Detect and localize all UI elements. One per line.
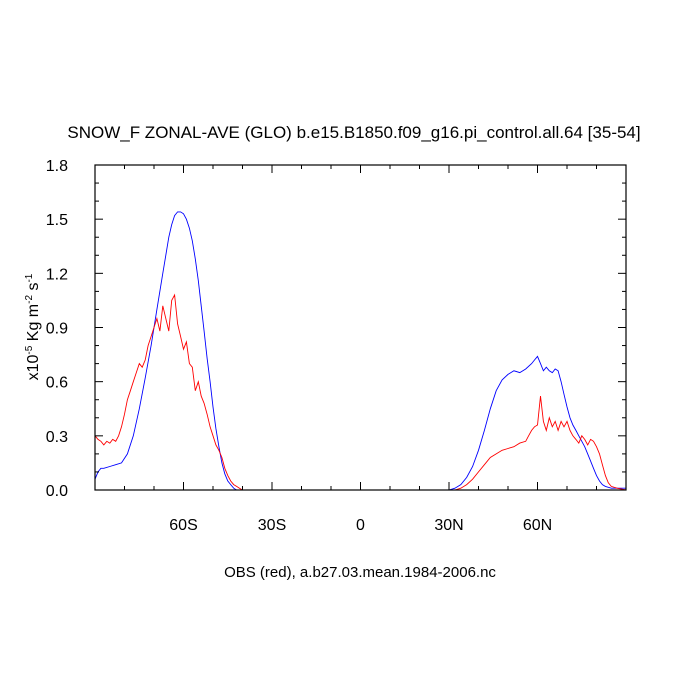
x-tick-label: 30S	[258, 517, 286, 534]
plot-frame	[94, 164, 627, 491]
series-line-0	[94, 211, 626, 491]
y-tick-label: 1.5	[46, 212, 68, 229]
y-tick-label: 0.9	[46, 321, 68, 338]
x-tick-label: 60S	[169, 517, 197, 534]
series-layer	[94, 211, 627, 491]
y-tick-label: 0.0	[46, 483, 68, 500]
y-tick-label: 0.3	[46, 429, 68, 446]
ticks-layer	[95, 165, 626, 490]
chart-title: SNOW_F ZONAL-AVE (GLO) b.e15.B1850.f09_g…	[67, 123, 640, 142]
y-axis-label: x10-5 Kg m-2 s-1	[24, 273, 42, 380]
y-tick-label: 1.8	[46, 158, 68, 175]
y-tick-label: 0.6	[46, 375, 68, 392]
x-tick-label: 30N	[434, 517, 463, 534]
series-line-1	[94, 293, 627, 491]
x-tick-label: 60N	[523, 517, 552, 534]
y-tick-label: 1.2	[46, 266, 68, 283]
tick-labels-layer: 60S 30S 0 30N 60N 0.0 0.3 0.6 0.9 1.2 1.5 1.8	[46, 158, 552, 534]
x-tick-label: 0	[356, 517, 365, 534]
x-axis-label: OBS (red), a.b27.03.mean.1984-2006.nc	[224, 564, 496, 581]
